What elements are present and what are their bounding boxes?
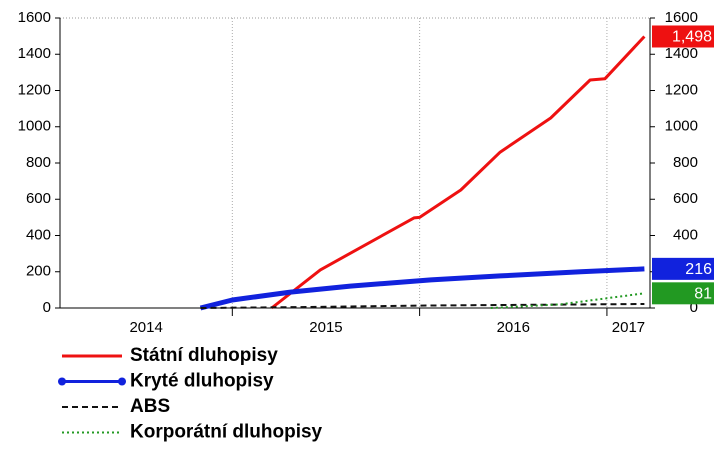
x-tick-label: 2014: [129, 319, 162, 336]
x-tick-label: 2015: [309, 319, 342, 336]
end-label: 81: [694, 286, 712, 303]
y2-tick-label: 600: [673, 190, 698, 207]
y2-tick-label: 1000: [665, 118, 698, 135]
y-tick-label: 1200: [18, 81, 51, 98]
y-tick-label: 400: [26, 226, 51, 243]
y-tick-label: 1600: [18, 9, 51, 26]
y-tick-label: 1000: [18, 118, 51, 135]
y-tick-label: 0: [43, 299, 51, 316]
legend-label: Státní dluhopisy: [130, 345, 278, 366]
series-line: [270, 35, 646, 310]
legend-marker: [118, 377, 126, 386]
y2-tick-label: 1600: [665, 9, 698, 26]
y2-tick-label: 800: [673, 154, 698, 171]
x-tick-label: 2016: [497, 319, 530, 336]
end-label-box: [652, 282, 714, 305]
legend-label: Korporátní dluhopisy: [130, 422, 323, 443]
y2-tick-label: 1400: [665, 45, 698, 62]
series-line: [199, 266, 645, 311]
x-tick-label: 2017: [612, 319, 645, 336]
y-tick-label: 600: [26, 190, 51, 207]
plot-frame: [59, 17, 651, 309]
series-line: [490, 292, 645, 309]
end-label: 1,498: [672, 29, 712, 46]
end-label: 216: [685, 261, 712, 278]
y2-tick-label: 1200: [665, 81, 698, 98]
legend-label: Kryté dluhopisy: [130, 371, 274, 392]
legend-marker: [58, 377, 66, 386]
y2-tick-label: 400: [673, 226, 698, 243]
y-tick-label: 800: [26, 154, 51, 171]
y2-tick-label: 0: [690, 299, 698, 316]
end-label-box: [652, 25, 714, 48]
y-tick-label: 1400: [18, 45, 51, 62]
series-line: [200, 303, 645, 309]
end-label-box: [652, 257, 714, 280]
y-tick-label: 200: [26, 263, 51, 280]
legend-label: ABS: [130, 396, 170, 417]
